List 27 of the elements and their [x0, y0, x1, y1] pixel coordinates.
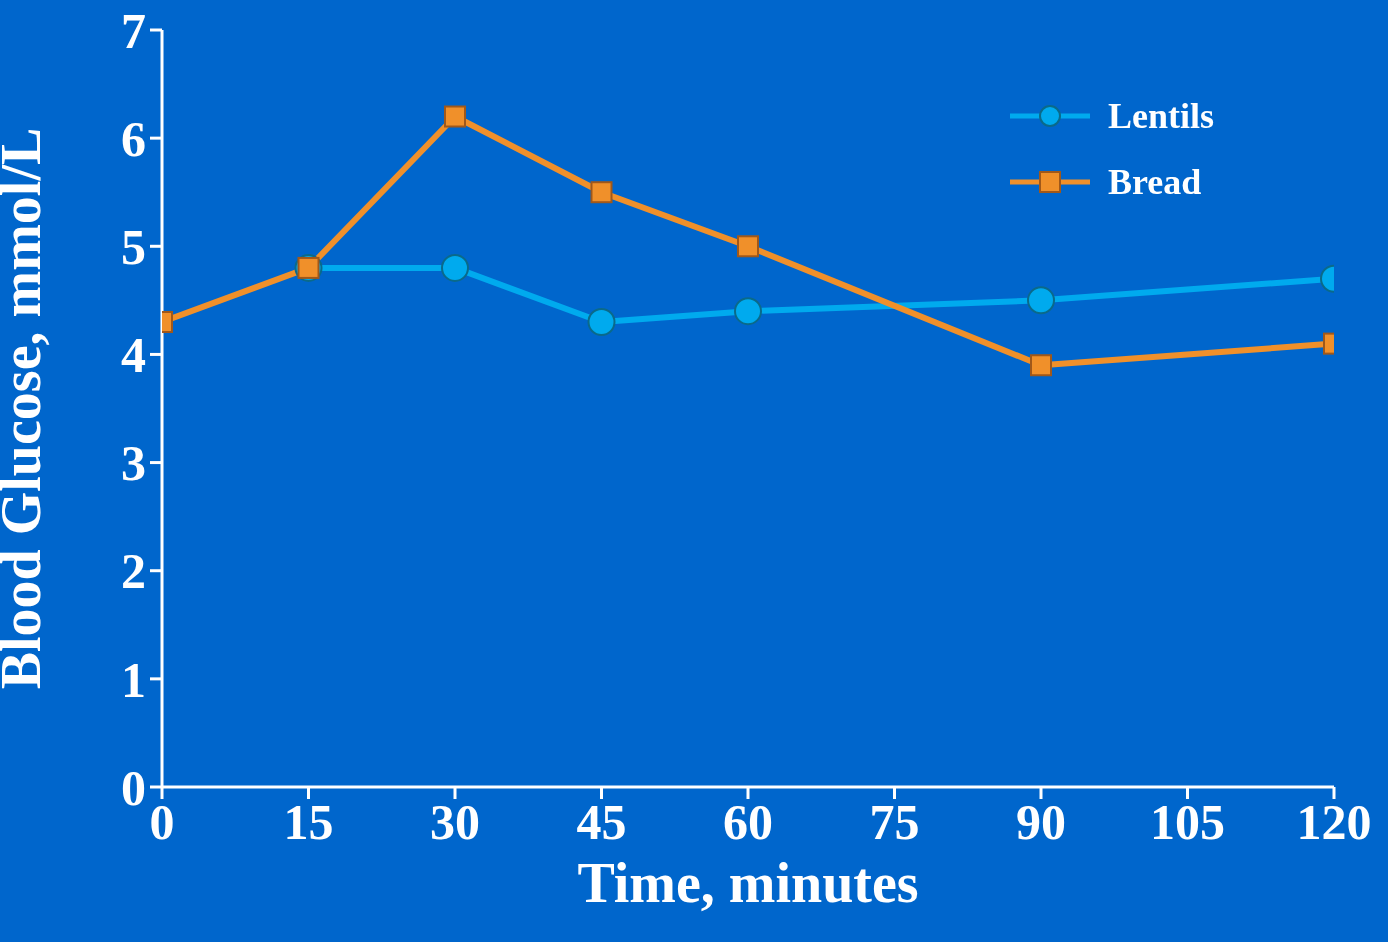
x-tick-label: 15 — [283, 793, 334, 850]
point — [1030, 354, 1052, 377]
y-tick-label: 5 — [121, 219, 146, 276]
point — [737, 235, 759, 258]
x-tick-label: 120 — [1296, 793, 1372, 850]
y-axis-title: Blood Glucose, mmol/L — [0, 127, 52, 690]
y-tick-label: 7 — [121, 2, 146, 59]
point — [587, 307, 616, 336]
y-tick-label: 4 — [121, 327, 146, 384]
x-tick-label: 90 — [1016, 793, 1066, 850]
point — [441, 253, 469, 282]
x-tick-label: 45 — [576, 793, 627, 850]
x-tick-label: 75 — [869, 793, 920, 850]
point — [734, 297, 762, 326]
y-tick-label: 1 — [121, 651, 146, 708]
x-tick-label: 60 — [723, 793, 773, 850]
legend-label: Bread — [1108, 161, 1202, 203]
point — [590, 181, 613, 204]
x-axis-title: Time, minutes — [577, 852, 919, 914]
x-tick-label: 30 — [430, 793, 480, 850]
point — [444, 105, 466, 128]
legend-label: Lentils — [1108, 95, 1215, 137]
y-tick-label: 3 — [121, 435, 146, 492]
x-tick-label: 105 — [1150, 793, 1225, 850]
point — [1027, 286, 1055, 315]
y-tick-label: 2 — [121, 543, 146, 600]
y-tick-label: 6 — [121, 110, 146, 167]
